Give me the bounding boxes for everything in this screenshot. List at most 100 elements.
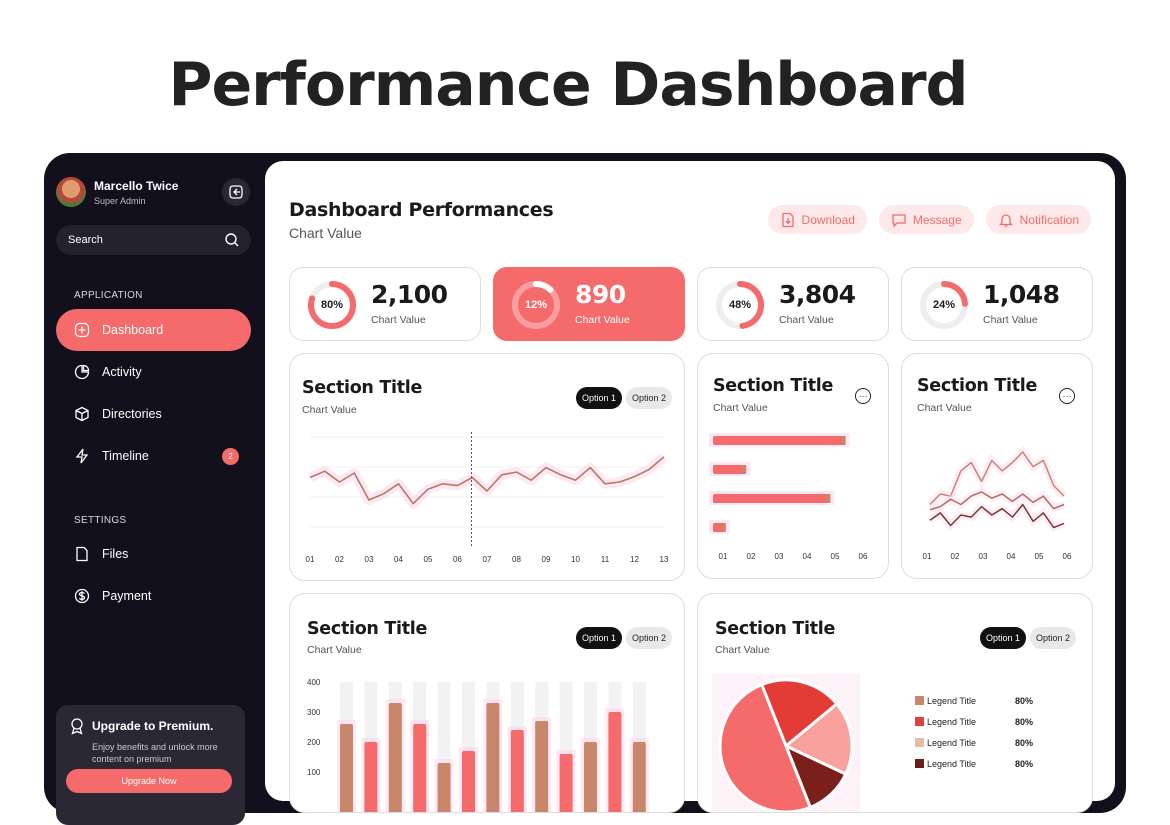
x-tick-label: 02 (951, 552, 960, 561)
option-2-button[interactable]: Option 2 (625, 387, 672, 409)
legend-label: Legend Title (927, 759, 976, 769)
sidebar-item-payment[interactable]: Payment (56, 575, 251, 617)
bar (535, 721, 549, 812)
option-2-button[interactable]: Option 2 (1029, 627, 1076, 649)
y-tick-label: 100 (307, 768, 321, 777)
more-icon: ··· (1062, 391, 1072, 401)
legend-value: 80% (1015, 759, 1033, 769)
card-title: Section Title (715, 619, 836, 639)
card-subtitle: Chart Value (302, 404, 357, 416)
stat-card[interactable]: 48% 3,804 Chart Value (697, 267, 889, 341)
search-box[interactable] (56, 225, 251, 255)
hbar-chart-card: Section Title Chart Value ··· 01 02 03 04 05… (697, 353, 889, 579)
search-icon[interactable] (225, 233, 239, 247)
option-2-button[interactable]: Option 2 (625, 627, 672, 649)
y-tick-label: 200 (307, 738, 321, 747)
download-icon (781, 212, 794, 227)
x-tick-label: 02 (747, 552, 756, 561)
x-tick-label: 11 (601, 555, 610, 564)
stat-card[interactable]: 12% 890 Chart Value (493, 267, 685, 341)
section-label-application: APPLICATION (74, 290, 143, 301)
x-tick-label: 07 (483, 555, 492, 564)
pie-slice (783, 701, 854, 777)
file-icon (76, 546, 88, 562)
option-1-button[interactable]: Option 1 (979, 627, 1026, 649)
user-role: Super Admin (94, 195, 146, 206)
bar (510, 730, 524, 812)
upgrade-button[interactable]: Upgrade Now (66, 769, 232, 793)
x-tick-label: 10 (571, 555, 580, 564)
ring-progress (716, 281, 764, 329)
bar-chart-card: Section Title Chart Value Option 1 Optio… (289, 593, 685, 813)
download-label: Download (801, 212, 855, 227)
cube-icon (75, 406, 89, 422)
notification-label: Notification (1019, 212, 1079, 227)
bar (413, 724, 427, 812)
more-icon: ··· (858, 391, 868, 401)
series-line (929, 491, 1065, 511)
x-tick-label: 13 (660, 555, 669, 564)
legend-value: 80% (1015, 717, 1033, 727)
more-options-button[interactable]: ··· (1059, 388, 1075, 404)
search-input[interactable] (68, 234, 208, 246)
sidebar-item-label: Dashboard (102, 323, 164, 337)
collapse-sidebar-button[interactable] (222, 178, 250, 206)
x-tick-label: 08 (512, 555, 521, 564)
line-chart-card: Section Title Chart Value Option 1 Optio… (289, 353, 685, 581)
x-tick-label: 02 (335, 555, 344, 564)
bar (713, 465, 747, 474)
download-button[interactable]: Download (767, 205, 867, 234)
x-tick-label: 03 (365, 555, 374, 564)
series-line (929, 503, 1065, 529)
sidebar-item-directories[interactable]: Directories (56, 393, 251, 435)
line-chart: 01 02 03 04 05 06 07 08 09 10 11 12 13 (306, 432, 669, 564)
stat-label: Chart Value (575, 314, 630, 326)
dollar-icon (74, 588, 90, 604)
ring-progress (308, 281, 356, 329)
sidebar-item-files[interactable]: Files (56, 533, 251, 575)
bar (713, 494, 831, 503)
sidebar-item-timeline[interactable]: Timeline 2 (56, 435, 251, 477)
x-tick-label: 09 (542, 555, 551, 564)
progress-ring (308, 281, 356, 329)
bell-icon (998, 213, 1013, 227)
bar (632, 742, 646, 812)
stat-value: 1,048 (983, 280, 1060, 309)
sidebar-item-dashboard[interactable]: Dashboard (56, 309, 251, 351)
progress-ring (716, 281, 764, 329)
grid-icon (74, 322, 90, 338)
page-subtitle: Chart Value (289, 225, 362, 241)
x-tick-label: 03 (775, 552, 784, 561)
stat-value: 2,100 (371, 280, 448, 309)
stat-card[interactable]: 80% 2,100 Chart Value (289, 267, 481, 341)
card-title: Section Title (713, 376, 834, 396)
card-title: Section Title (302, 378, 423, 398)
bar (559, 754, 573, 812)
stat-card[interactable]: 24% 1,048 Chart Value (901, 267, 1093, 341)
legend-swatch (915, 696, 924, 705)
user-profile[interactable]: Marcello Twice Super Admin (56, 177, 178, 207)
option-1-button[interactable]: Option 1 (575, 387, 622, 409)
x-tick-label: 04 (394, 555, 403, 564)
bolt-icon (75, 448, 89, 464)
hero-title: Performance Dashboard (168, 50, 969, 120)
x-tick-label: 03 (979, 552, 988, 561)
hbar-chart: 01 02 03 04 05 06 (709, 433, 868, 561)
x-tick-label: 06 (453, 555, 462, 564)
bar (486, 703, 500, 812)
series-line (929, 451, 1065, 506)
stat-percent: 24% (932, 299, 956, 311)
x-tick-label: 01 (923, 552, 932, 561)
x-tick-label: 05 (831, 552, 840, 561)
option-1-button[interactable]: Option 1 (575, 627, 622, 649)
bar-chart: 100 200 300 400 (307, 678, 649, 812)
message-button[interactable]: Message (878, 205, 974, 234)
bar (364, 742, 378, 812)
legend-swatch (915, 759, 924, 768)
more-options-button[interactable]: ··· (855, 388, 871, 404)
legend-label: Legend Title (927, 696, 976, 706)
notification-button[interactable]: Notification (985, 205, 1091, 234)
sidebar-item-activity[interactable]: Activity (56, 351, 251, 393)
bar (340, 724, 353, 812)
collapse-icon (229, 185, 243, 199)
